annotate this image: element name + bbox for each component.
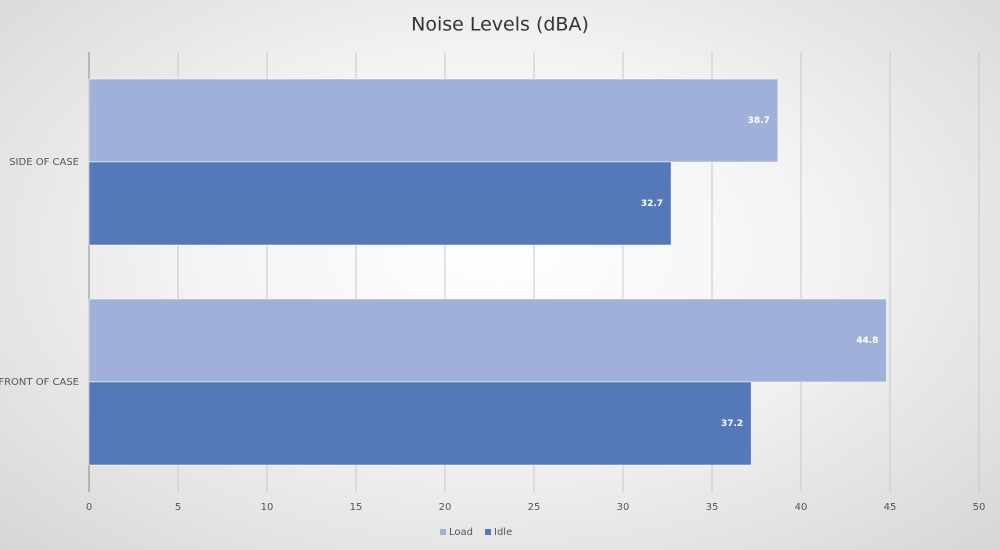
x-tick-label: 30 (617, 502, 630, 513)
x-tick-label: 50 (973, 502, 986, 513)
bar (88, 381, 752, 466)
value-label: 38.7 (748, 116, 770, 126)
x-tick-label: 0 (86, 502, 92, 513)
y-tick-label: FRONT OF CASE (0, 377, 79, 388)
bar (88, 298, 887, 383)
bar (88, 78, 779, 163)
legend-label: Idle (494, 527, 512, 538)
value-label: 32.7 (641, 199, 663, 209)
chart-title: Noise Levels (dBA) (411, 14, 589, 36)
x-tick-label: 45 (884, 502, 897, 513)
legend-label: Load (449, 527, 473, 538)
legend-swatch (440, 529, 446, 535)
value-label: 44.8 (856, 336, 878, 346)
value-label: 37.2 (721, 419, 743, 429)
x-tick-label: 40 (795, 502, 808, 513)
x-tick-label: 5 (175, 502, 181, 513)
x-tick-label: 25 (528, 502, 541, 513)
x-tick-label: 35 (706, 502, 719, 513)
x-tick-label: 10 (261, 502, 274, 513)
legend-swatch (485, 529, 491, 535)
x-tick-label: 15 (350, 502, 363, 513)
bar (88, 161, 672, 246)
y-tick-label: SIDE OF CASE (9, 157, 79, 168)
x-tick-label: 20 (439, 502, 452, 513)
